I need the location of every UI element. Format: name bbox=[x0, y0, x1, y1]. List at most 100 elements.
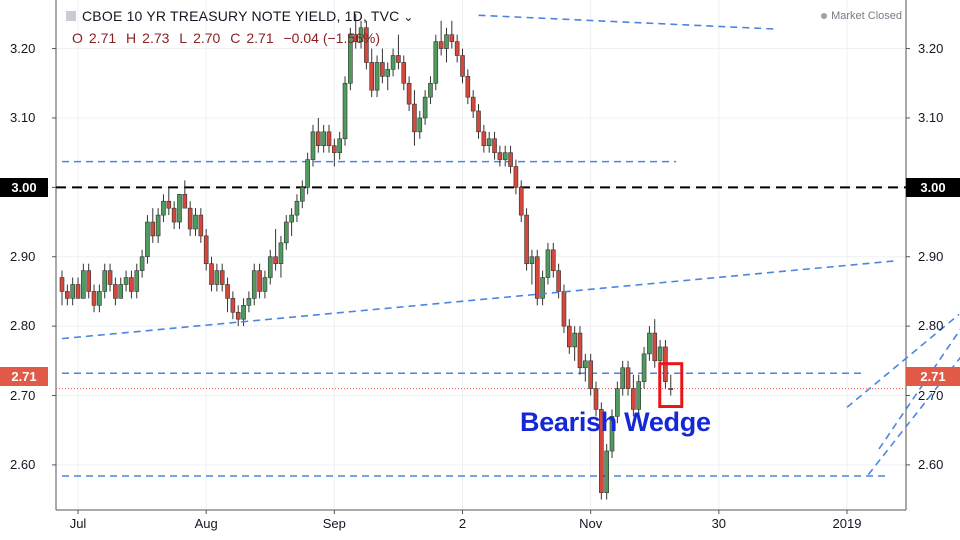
candle-up bbox=[161, 200, 166, 216]
market-status: Market Closed bbox=[821, 10, 902, 22]
candle-down bbox=[497, 152, 503, 160]
candle-up bbox=[102, 270, 108, 292]
y-tick-label: 3.10 bbox=[10, 109, 36, 125]
candle-down bbox=[566, 325, 572, 348]
candle-down bbox=[257, 270, 262, 292]
candle-up bbox=[615, 388, 620, 417]
x-tick-label: 30 bbox=[711, 516, 727, 531]
x-tick-label: Jul bbox=[69, 516, 87, 531]
candle-up bbox=[668, 388, 674, 390]
candle-down bbox=[203, 235, 209, 264]
symbol-title: CBOE 10 YR TREASURY NOTE YIELD, 1D, TVC bbox=[82, 8, 400, 24]
candle-up bbox=[348, 34, 353, 84]
x-tick-label: Aug bbox=[194, 516, 218, 531]
candle-up bbox=[134, 270, 140, 292]
highlight-box bbox=[658, 362, 684, 409]
candle-up bbox=[241, 305, 246, 320]
candle-up bbox=[502, 152, 508, 160]
candle-down bbox=[492, 138, 497, 153]
candle-down bbox=[508, 152, 513, 167]
last-price-tag-left: 2.71 bbox=[0, 367, 48, 386]
candle-up bbox=[545, 249, 551, 278]
y-tick-label: 2.60 bbox=[10, 456, 36, 472]
trendline bbox=[478, 14, 778, 30]
collapse-icon[interactable] bbox=[66, 11, 76, 21]
candle-up bbox=[572, 332, 577, 348]
candle-up bbox=[81, 270, 86, 299]
candle-down bbox=[171, 207, 177, 223]
candle-down bbox=[454, 41, 460, 56]
candle-down bbox=[481, 131, 487, 147]
candle-up bbox=[246, 298, 252, 306]
candle-down bbox=[524, 214, 529, 264]
candle-down bbox=[556, 270, 561, 292]
candle-up bbox=[529, 256, 535, 264]
chart-header: CBOE 10 YR TREASURY NOTE YIELD, 1D, TVC … bbox=[66, 8, 413, 24]
candle-down bbox=[577, 332, 583, 369]
change-value: −0.04 (−1.56%) bbox=[283, 30, 381, 46]
candle-up bbox=[145, 221, 150, 258]
candle-up bbox=[604, 450, 609, 493]
candle-down bbox=[599, 409, 604, 493]
candle-up bbox=[123, 277, 129, 285]
y-tick-label: 2.70 bbox=[10, 387, 36, 403]
candle-up bbox=[299, 187, 305, 202]
candle-up bbox=[342, 82, 348, 140]
candle-down bbox=[332, 145, 337, 153]
candle-up bbox=[278, 242, 284, 264]
candle-up bbox=[444, 34, 449, 49]
candle-up bbox=[385, 69, 391, 77]
candle-down bbox=[396, 55, 401, 63]
candle-down bbox=[550, 249, 556, 271]
candle-down bbox=[182, 193, 188, 209]
candle-down bbox=[588, 360, 593, 389]
y-tick-label: 2.90 bbox=[10, 248, 36, 264]
candle-down bbox=[129, 277, 134, 292]
candle-down bbox=[412, 103, 417, 133]
candle-down bbox=[449, 34, 455, 42]
candle-down bbox=[438, 41, 444, 49]
candle-up bbox=[267, 256, 273, 278]
candle-down bbox=[107, 270, 113, 285]
chevron-down-icon[interactable]: ⌄ bbox=[403, 10, 414, 24]
candle-down bbox=[91, 291, 97, 306]
candle-up bbox=[70, 284, 75, 299]
candle-down bbox=[326, 131, 332, 147]
candle-up bbox=[155, 214, 161, 237]
y-tick-label: 2.70 bbox=[918, 387, 944, 403]
x-tick-label: 2019 bbox=[832, 516, 862, 531]
candle-down bbox=[513, 166, 519, 188]
candle-down bbox=[225, 284, 230, 299]
candle-up bbox=[641, 353, 647, 382]
candle-up bbox=[657, 346, 663, 362]
candle-down bbox=[353, 34, 359, 42]
close-value: C 2.71 bbox=[230, 30, 274, 46]
candle-up bbox=[289, 214, 294, 223]
candle-up bbox=[417, 117, 423, 133]
candle-up bbox=[118, 284, 124, 299]
candle-up bbox=[583, 360, 588, 369]
candle-down bbox=[631, 388, 636, 410]
candle-up bbox=[422, 96, 428, 119]
candle-up bbox=[486, 138, 492, 147]
candle-down bbox=[518, 187, 524, 216]
candle-up bbox=[214, 270, 220, 285]
candle-down bbox=[209, 263, 214, 285]
x-tick-label: Nov bbox=[579, 516, 603, 531]
y-tick-label: 3.20 bbox=[918, 40, 944, 56]
candle-up bbox=[358, 27, 364, 42]
pattern-annotation: Bearish Wedge bbox=[520, 407, 711, 437]
candle-down bbox=[401, 62, 407, 84]
trendline bbox=[61, 260, 896, 340]
candle-down bbox=[230, 298, 236, 313]
x-tick-label: Sep bbox=[322, 516, 346, 531]
candle-up bbox=[321, 131, 326, 147]
high-value: H 2.73 bbox=[126, 30, 170, 46]
candle-down bbox=[364, 27, 369, 63]
y-tick-label: 3.20 bbox=[10, 40, 36, 56]
candle-up bbox=[636, 381, 642, 410]
candle-down bbox=[198, 214, 204, 237]
candle-up bbox=[647, 332, 652, 355]
